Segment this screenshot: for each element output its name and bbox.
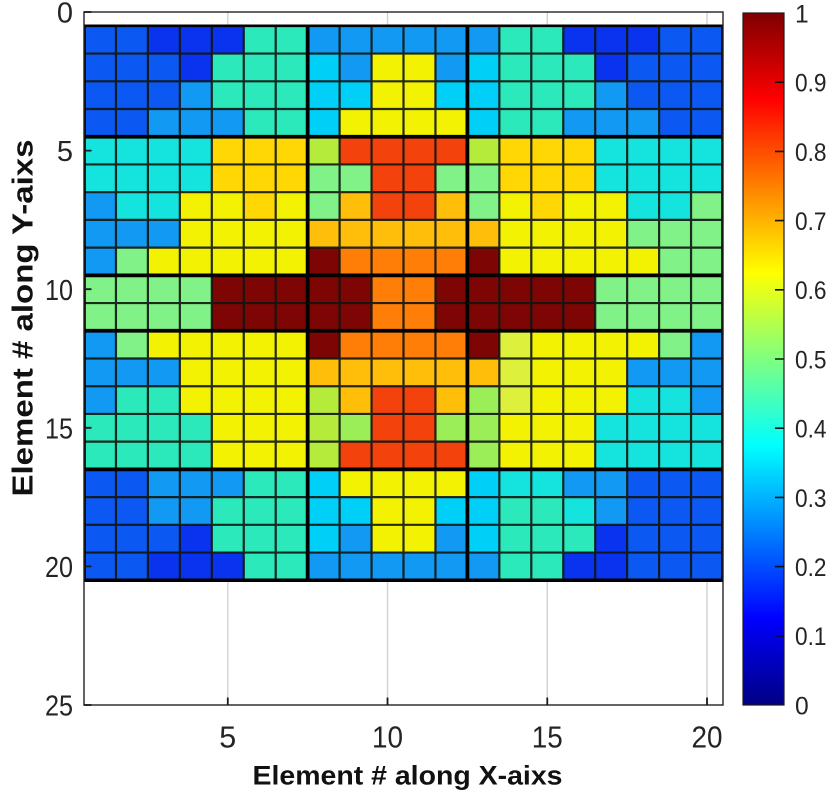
svg-text:1: 1 <box>795 1 809 28</box>
svg-text:0.6: 0.6 <box>795 278 827 305</box>
svg-text:0.8: 0.8 <box>795 140 827 167</box>
svg-text:0: 0 <box>795 693 809 720</box>
svg-text:0.9: 0.9 <box>795 71 827 98</box>
svg-text:10: 10 <box>45 275 73 307</box>
svg-text:5: 5 <box>57 136 73 168</box>
svg-text:0.4: 0.4 <box>795 417 827 444</box>
svg-text:0.7: 0.7 <box>795 209 827 236</box>
svg-text:0.5: 0.5 <box>795 347 827 374</box>
svg-text:0.3: 0.3 <box>795 486 827 513</box>
svg-text:25: 25 <box>45 691 73 723</box>
svg-text:10: 10 <box>372 721 403 755</box>
svg-text:15: 15 <box>45 413 73 445</box>
svg-text:0.1: 0.1 <box>795 624 827 651</box>
svg-text:Element # along Y-aixs: Element # along Y-aixs <box>8 140 40 497</box>
svg-text:20: 20 <box>692 721 723 755</box>
svg-text:15: 15 <box>532 721 563 755</box>
svg-text:0.2: 0.2 <box>795 555 827 582</box>
svg-text:20: 20 <box>45 552 73 584</box>
svg-text:Element # along X-aixs: Element # along X-aixs <box>253 761 563 791</box>
svg-text:5: 5 <box>219 721 236 755</box>
svg-text:0: 0 <box>57 0 73 30</box>
